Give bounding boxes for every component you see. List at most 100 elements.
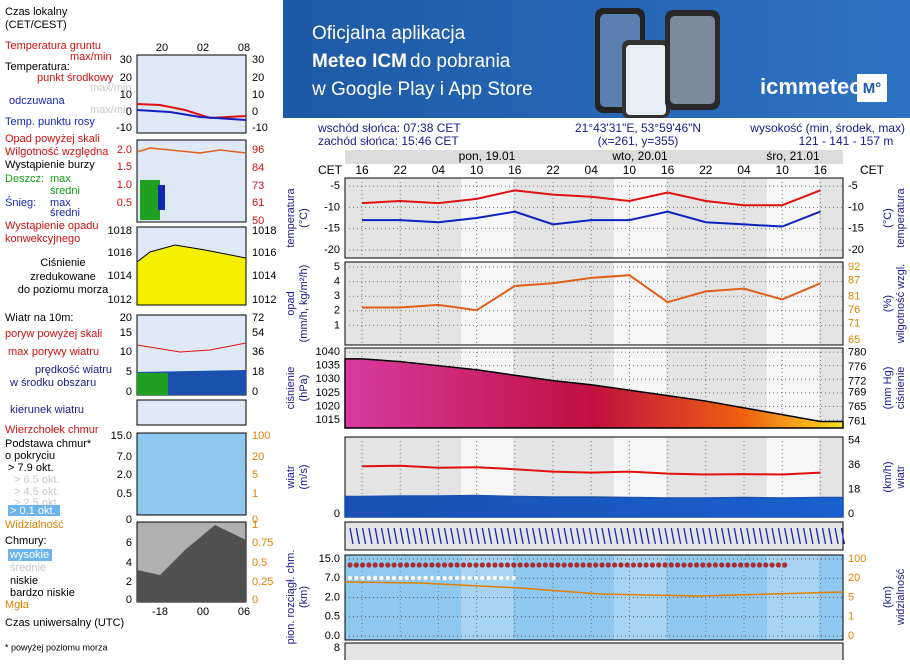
hour-label: 16: [508, 163, 522, 177]
cloud-dot: [347, 575, 353, 581]
y2-tick-label: -15: [848, 223, 864, 235]
legend-tick: 1014: [252, 270, 276, 282]
cloud-dot: [436, 575, 441, 581]
cloud-dot: [391, 562, 397, 568]
legend-text: max/min: [90, 82, 132, 94]
line: [361, 189, 821, 207]
legend-text: w środku obszaru: [9, 377, 96, 389]
legend-tick: -10: [116, 122, 132, 134]
cloud-dot: [486, 575, 491, 581]
y2-tick-label: 100: [848, 553, 866, 565]
wind-arrow: [450, 527, 455, 545]
wind-arrow: [664, 527, 669, 545]
wind-arrow: [658, 527, 663, 545]
legend-tick: 08: [238, 42, 250, 54]
logo: icmmeteo: [760, 74, 863, 99]
hour-label: 22: [394, 163, 408, 177]
legend-text: wysokie: [9, 549, 49, 561]
wind-arrow: [481, 527, 486, 545]
legend-tick: 0: [252, 594, 258, 606]
legend-text: Czas lokalny: [5, 6, 68, 18]
wind-arrow: [683, 527, 688, 545]
wind-arrow: [368, 527, 373, 545]
wind-arrow: [784, 527, 789, 545]
legend-tick: 30: [252, 54, 264, 66]
wind-arrow: [834, 527, 839, 545]
legend-text: Opad powyżej skali: [5, 133, 100, 145]
axis-title: temperatura: [285, 187, 297, 247]
cloud-dot: [504, 562, 511, 568]
legend-text: Wilgotność względna: [5, 146, 109, 158]
cloud-dot: [441, 562, 448, 568]
mini-panel: [136, 399, 247, 426]
cloud-dot: [448, 562, 454, 568]
elevation: 121 - 141 - 157 m: [799, 134, 894, 148]
cloud-dot: [618, 562, 624, 568]
legend-tick: 2.0: [117, 144, 132, 156]
legend-tick: 1016: [252, 247, 276, 259]
cloud-dot: [605, 562, 611, 568]
header-band: [345, 150, 843, 164]
cloud-dot: [429, 575, 435, 581]
legend-tick: 72: [252, 312, 264, 324]
legend-tick: 1012: [108, 294, 132, 306]
wind-arrow: [380, 527, 386, 545]
cloud-dot: [473, 575, 479, 581]
cloud-dot: [391, 575, 397, 581]
legend-text: max: [50, 197, 71, 209]
y2-tick-label: 776: [848, 361, 866, 373]
cloud-dot: [530, 562, 536, 568]
footnote: * powyżej poziomu morza: [5, 642, 108, 652]
hour-label: 16: [814, 163, 828, 177]
y-tick-label: 1040: [316, 346, 340, 358]
axis-title: opad: [285, 291, 297, 315]
cloud-dot: [567, 562, 574, 568]
mini-area: [137, 525, 246, 602]
wind-arrow: [815, 527, 820, 545]
wind-arrow: [632, 527, 638, 545]
legend-tick: 30: [120, 54, 132, 66]
wind-arrow: [727, 527, 732, 545]
wind-arrow: [796, 527, 801, 545]
cloud-dot: [662, 562, 668, 568]
wind-arrow: [626, 527, 631, 545]
legend-tick: 1: [252, 519, 258, 531]
legend-tick: 0.75: [252, 537, 273, 549]
visibility: [344, 581, 844, 597]
wind-arrow: [752, 527, 757, 545]
wind-arrow: [487, 527, 493, 545]
hour-label: 10: [623, 163, 637, 177]
wind-arrow: [733, 527, 738, 545]
cloud-dot: [460, 562, 466, 568]
cloud-dot: [499, 575, 504, 581]
legend-text: kierunek wiatru: [10, 404, 84, 416]
cloud-dot: [612, 562, 618, 568]
wind-arrow: [387, 527, 392, 545]
hour-label: 22: [546, 163, 560, 177]
y-tick-label: 15.0: [319, 553, 340, 565]
banner-text: do pobrania: [410, 51, 511, 72]
phone-screen: [670, 16, 715, 104]
cloud-dot: [517, 562, 523, 568]
wind-arrow: [506, 527, 512, 545]
legend-text: (CET/CEST): [5, 19, 67, 31]
y-tick-label: 0: [334, 508, 340, 520]
cloud-dot: [706, 562, 712, 568]
legend-text: poryw powyżej skali: [5, 328, 102, 340]
legend-text: odczuwana: [9, 95, 66, 107]
cloud-dot: [763, 562, 769, 568]
banner-text: Meteo ICM: [312, 51, 407, 72]
legend-tick: 00: [197, 606, 209, 618]
line: [361, 464, 821, 476]
legend-text: > 7.9 okt.: [8, 462, 54, 474]
legend-tick: 36: [252, 346, 264, 358]
legend-tick: 15.0: [111, 430, 132, 442]
legend-text: Ciśnienie: [40, 257, 85, 269]
tz: CET: [860, 163, 885, 177]
legend-tick: 4: [126, 557, 132, 569]
wind-arrow: [639, 527, 644, 545]
legend-tick: 02: [197, 42, 209, 54]
wind-arrow: [607, 527, 612, 545]
cloud-dot: [398, 575, 403, 581]
